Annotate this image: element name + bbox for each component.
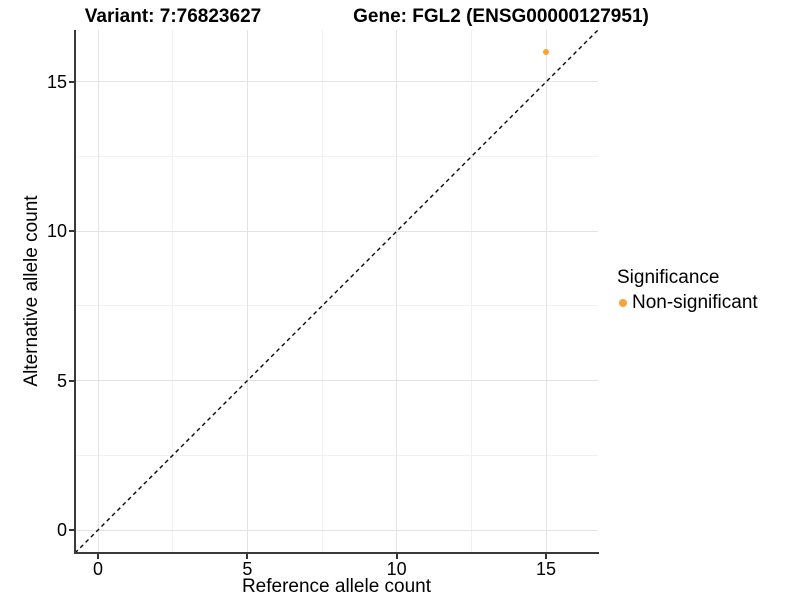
x-tick-label: 5 — [242, 559, 253, 579]
legend-entry-non-significant: Non-significant — [619, 292, 758, 314]
x-tick-mark — [395, 554, 398, 559]
plot-panel — [75, 30, 598, 553]
x-minor-gridline — [172, 30, 174, 553]
x-tick-label: 10 — [386, 559, 407, 579]
x-tick-label: 0 — [92, 559, 103, 579]
y-tick-mark — [69, 230, 74, 233]
x-tick-mark — [97, 554, 99, 559]
legend-title: Significance — [617, 267, 720, 288]
y-tick-mark — [69, 529, 74, 531]
y-major-gridline — [75, 81, 598, 83]
x-minor-gridline — [470, 30, 472, 553]
y-tick-mark — [69, 80, 74, 83]
y-tick-mark — [69, 379, 74, 382]
plot-title-gene: Gene: FGL2 (ENSG00000127951) — [353, 6, 649, 27]
data-point — [543, 49, 549, 56]
y-tick-label: 0 — [56, 520, 67, 540]
x-tick-label: 15 — [535, 559, 557, 579]
legend-marker-circle-icon — [619, 299, 627, 307]
y-minor-gridline — [75, 454, 598, 456]
x-major-gridline — [545, 30, 547, 553]
x-major-gridline — [246, 30, 248, 553]
x-major-gridline — [97, 30, 99, 553]
y-tick-label: 5 — [56, 370, 67, 391]
y-major-gridline — [75, 230, 598, 232]
identity-dashed-line — [75, 30, 598, 553]
y-tick-label: 10 — [46, 221, 67, 242]
y-axis-line — [74, 30, 76, 554]
y-major-gridline — [75, 529, 598, 531]
x-major-gridline — [396, 30, 398, 553]
x-tick-mark — [545, 554, 547, 559]
x-axis-title: Reference allele count — [241, 576, 432, 597]
x-tick-mark — [246, 554, 249, 559]
y-tick-label: 15 — [46, 71, 67, 92]
x-axis-line — [74, 552, 599, 554]
x-minor-gridline — [321, 30, 323, 553]
legend: Significance Non-significant — [617, 267, 758, 314]
y-major-gridline — [75, 380, 598, 382]
y-axis-title: Alternative allele count — [21, 195, 42, 387]
legend-entry-label: Non-significant — [632, 292, 758, 313]
y-minor-gridline — [75, 156, 598, 158]
y-minor-gridline — [75, 305, 598, 307]
plot-title-variant: Variant: 7:76823627 — [84, 6, 262, 27]
